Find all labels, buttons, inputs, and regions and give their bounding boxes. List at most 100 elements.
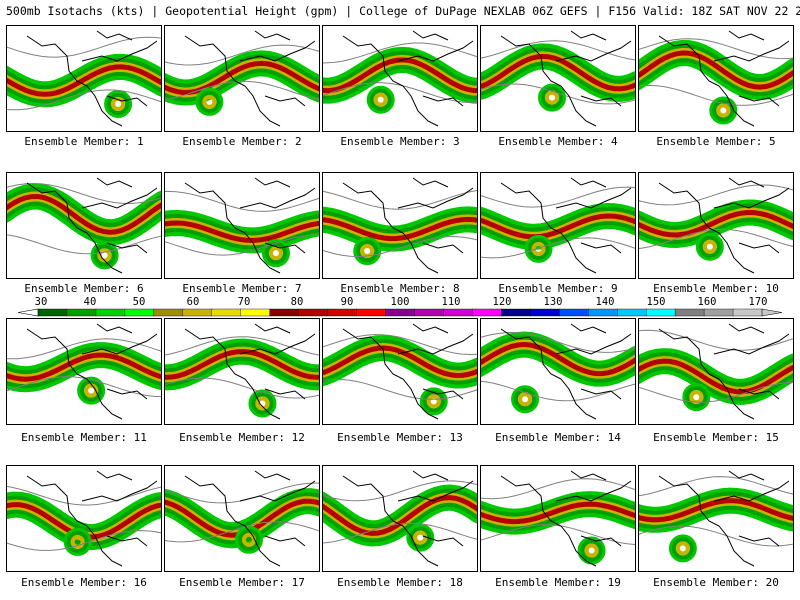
cutoff-low-isotach: [419, 387, 448, 416]
height-contour: [639, 228, 793, 249]
colorbar-segment: [414, 308, 445, 317]
ensemble-member-label: Ensemble Member: 13: [337, 431, 463, 444]
colorbar-segment: [240, 308, 271, 317]
colorbar-segment: [66, 308, 97, 317]
height-contour: [7, 89, 161, 111]
ensemble-member-map: [6, 465, 162, 572]
cutoff-low-isotach: [702, 239, 717, 254]
ensemble-member-label: Ensemble Member: 16: [21, 576, 147, 589]
cutoff-low-isotach: [198, 90, 221, 113]
height-contour: [7, 338, 161, 360]
colorbar-segment: [327, 308, 358, 317]
height-contour: [7, 234, 161, 255]
cutoff-low-isotach: [353, 237, 382, 266]
map-graphic: [639, 30, 793, 127]
coastline: [26, 470, 158, 567]
ensemble-member-map: [480, 318, 636, 425]
coastline: [342, 323, 474, 420]
cutoff-low-isotach: [93, 244, 116, 267]
coastline: [658, 323, 790, 420]
map-graphic: [481, 30, 635, 127]
cutoff-low-isotach: [584, 543, 599, 558]
colorbar-segment: [95, 308, 126, 317]
colorbar-tick-label: 130: [543, 296, 563, 308]
jet-stream-band: [639, 209, 793, 238]
ensemble-member-label: Ensemble Member: 5: [656, 135, 776, 148]
height-contour: [165, 44, 319, 66]
coastline: [658, 177, 790, 274]
cutoff-low-isotach: [373, 92, 388, 107]
height-contour: [639, 184, 793, 206]
cutoff-low-isotach: [695, 232, 724, 261]
map-graphic: [639, 470, 793, 567]
cutoff-low-isotach: [195, 87, 224, 116]
ensemble-member-label: Ensemble Member: 15: [653, 431, 779, 444]
height-contour: [7, 36, 161, 58]
height-contour: [481, 237, 635, 259]
coastline: [500, 30, 632, 127]
cutoff-low-isotach: [202, 94, 217, 109]
cutoff-low-isotach: [80, 379, 103, 402]
jet-stream-band: [481, 53, 635, 92]
colorbar-segment: [674, 308, 705, 317]
height-contour: [323, 522, 477, 544]
cutoff-low-isotach: [545, 90, 560, 105]
colorbar-segment: [443, 308, 474, 317]
height-contour: [481, 524, 635, 546]
jet-stream-band: [323, 57, 477, 94]
cutoff-low-isotach: [77, 376, 106, 405]
colorbar-segment: [356, 308, 387, 317]
coastline: [500, 470, 632, 567]
ensemble-member-map: [322, 172, 478, 279]
cutoff-low-isotach: [682, 383, 711, 412]
jet-stream-band: [639, 50, 793, 90]
colorbar-segment: [617, 308, 647, 317]
height-contour: [323, 334, 477, 356]
ensemble-member-map: [6, 318, 162, 425]
isotach-colorbar: 30 40 50 60 70 80 90 100 110 120 130 140 150 160 170: [0, 296, 800, 320]
map-graphic: [165, 177, 319, 274]
cutoff-low-isotach: [518, 392, 533, 407]
map-graphic: [7, 470, 161, 567]
jet-stream-band: [7, 193, 161, 235]
ensemble-member-label: Ensemble Member: 4: [498, 135, 618, 148]
colorbar-segment: [385, 308, 416, 317]
jet-stream-band: [165, 349, 319, 380]
height-contour: [7, 376, 161, 398]
colorbar-segment: [298, 308, 329, 317]
colorbar-segment: [703, 308, 734, 317]
cutoff-low-isotach: [709, 96, 738, 125]
height-contour: [639, 476, 793, 497]
ensemble-member-label: Ensemble Member: 6: [24, 282, 144, 295]
cutoff-low-isotach: [685, 386, 708, 409]
cutoff-low-isotach: [527, 237, 550, 260]
map-graphic: [165, 30, 319, 127]
ensemble-member-map: [164, 172, 320, 279]
coastline: [342, 30, 474, 127]
ensemble-member-map: [322, 25, 478, 132]
ensemble-member-map: [638, 25, 794, 132]
jet-stream-band: [7, 352, 161, 382]
cutoff-low-isotach: [577, 536, 606, 565]
colorbar-tick-label: 80: [290, 296, 304, 308]
height-contour: [165, 190, 319, 212]
jet-stream-band: [639, 498, 793, 523]
map-graphic: [481, 323, 635, 420]
cutoff-low-isotach: [241, 532, 256, 547]
jet-stream-band: [481, 501, 635, 525]
cutoff-low-isotach: [84, 383, 99, 398]
ensemble-member-map: [480, 25, 636, 132]
height-contour: [323, 378, 477, 400]
ensemble-member-label: Ensemble Member: 9: [498, 282, 618, 295]
coastline: [342, 177, 474, 274]
map-graphic: [7, 323, 161, 420]
height-contour: [323, 189, 477, 210]
colorbar-segment: [732, 308, 763, 317]
map-graphic: [481, 470, 635, 567]
ensemble-member-label: Ensemble Member: 14: [495, 431, 621, 444]
colorbar-graphic: [17, 308, 783, 317]
ensemble-member-label: Ensemble Member: 20: [653, 576, 779, 589]
height-contour: [481, 40, 635, 61]
page-title: 500mb Isotachs (kts) | Geopotential Heig…: [6, 4, 800, 18]
coastline: [658, 470, 790, 567]
